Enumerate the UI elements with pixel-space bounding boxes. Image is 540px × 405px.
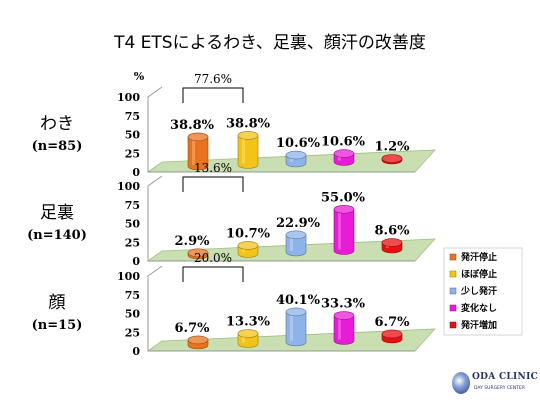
bar bbox=[333, 204, 355, 255]
data-label: 40.1% bbox=[276, 293, 321, 308]
y-tick-label: 100 bbox=[117, 91, 140, 104]
bar bbox=[381, 238, 403, 254]
data-label: 6.7% bbox=[375, 315, 411, 330]
y-tick-label: 0 bbox=[132, 166, 140, 179]
logo-subtitle: DAY SURGERY CENTER bbox=[474, 386, 525, 391]
panel-label: 足裏 bbox=[40, 202, 74, 223]
data-label: 38.8% bbox=[170, 118, 215, 133]
bar bbox=[237, 131, 259, 169]
bar bbox=[381, 154, 403, 165]
bar bbox=[333, 311, 355, 345]
panel-label: 顔 bbox=[49, 293, 66, 313]
y-tick-label: 25 bbox=[125, 236, 140, 249]
bar bbox=[187, 132, 209, 171]
data-label: 8.6% bbox=[375, 224, 411, 239]
y-tick-label: 75 bbox=[125, 289, 140, 302]
legend-label: 少し発汗 bbox=[460, 285, 497, 297]
data-label: 10.6% bbox=[321, 135, 366, 150]
data-label: 13.3% bbox=[226, 315, 271, 330]
legend-label: 変化なし bbox=[461, 302, 497, 314]
axis-wall bbox=[147, 86, 163, 172]
y-tick-label: 50 bbox=[125, 218, 141, 231]
axis-wall bbox=[147, 175, 163, 261]
legend-swatch bbox=[449, 253, 457, 261]
bracket-label: 77.6% bbox=[194, 72, 232, 86]
y-tick-label: 25 bbox=[125, 147, 140, 160]
legend-swatch bbox=[449, 321, 457, 329]
data-label: 55.0% bbox=[321, 190, 366, 205]
legend-label: ほぼ停止 bbox=[461, 268, 497, 280]
bar bbox=[285, 230, 307, 257]
bar bbox=[285, 150, 307, 168]
data-label: 33.3% bbox=[321, 297, 366, 312]
logo-icon bbox=[452, 372, 470, 394]
data-label: 2.9% bbox=[175, 234, 211, 249]
y-unit-label: % bbox=[134, 70, 145, 83]
bracket: 13.6% bbox=[182, 161, 244, 192]
chart-title: T4 ETSによるわき、足裏、顔汗の改善度 bbox=[114, 33, 426, 53]
panel-n-label: (n=140) bbox=[27, 228, 87, 243]
data-label: 10.7% bbox=[226, 226, 271, 241]
axis-wall bbox=[147, 265, 163, 351]
bar bbox=[381, 329, 403, 344]
y-tick-label: 50 bbox=[125, 308, 141, 321]
y-tick-label: 75 bbox=[125, 110, 140, 123]
bar bbox=[285, 307, 307, 347]
panel-3: 顔 (n=15) 100 75 50 25 0 6.7% 13.3% 40.1% 33.3% 6.7%… bbox=[32, 251, 436, 358]
y-tick-label: 25 bbox=[125, 326, 140, 339]
legend-label: 発汗増加 bbox=[460, 319, 497, 331]
data-label: 38.8% bbox=[226, 116, 271, 131]
legend-label: 発汗停止 bbox=[460, 251, 497, 263]
panel-n-label: (n=85) bbox=[32, 139, 83, 154]
bar bbox=[237, 329, 259, 348]
y-tick-label: 0 bbox=[132, 255, 140, 268]
legend-swatch bbox=[449, 304, 457, 312]
legend-swatch bbox=[449, 287, 457, 295]
legend-box bbox=[443, 247, 523, 336]
bracket-label: 20.0% bbox=[194, 251, 232, 265]
bar bbox=[187, 335, 209, 350]
y-tick-label: 75 bbox=[125, 199, 140, 212]
panel-2: 足裏 (n=140) 100 75 50 25 0 2.9% 10.7% 22.9%55.0% 8.… bbox=[27, 161, 436, 268]
panel-n-label: (n=15) bbox=[32, 318, 83, 333]
legend-swatch bbox=[449, 270, 457, 278]
y-tick-label: 100 bbox=[117, 180, 140, 193]
bracket: 77.6% bbox=[182, 72, 244, 103]
bar bbox=[187, 248, 209, 260]
bracket: 20.0% bbox=[182, 251, 244, 282]
data-label: 6.7% bbox=[175, 321, 211, 336]
data-label: 22.9% bbox=[276, 216, 321, 231]
panel-label: わき bbox=[40, 114, 74, 134]
y-tick-label: 100 bbox=[117, 270, 140, 283]
bracket-label: 13.6% bbox=[194, 161, 232, 175]
clinic-logo: ODA CLINIC DAY SURGERY CENTER bbox=[452, 369, 538, 399]
logo-name: ODA CLINIC bbox=[472, 372, 539, 382]
bar bbox=[237, 241, 259, 258]
data-label: 1.2% bbox=[375, 140, 411, 155]
bar bbox=[333, 149, 355, 166]
data-label: 10.6% bbox=[276, 136, 321, 151]
y-tick-label: 0 bbox=[132, 345, 140, 358]
panel-1: わき (n=85) 100 75 50 25 0 38.8% 38.8% 10.6% 10.6% 1.… bbox=[32, 72, 436, 179]
y-tick-label: 50 bbox=[125, 129, 141, 142]
